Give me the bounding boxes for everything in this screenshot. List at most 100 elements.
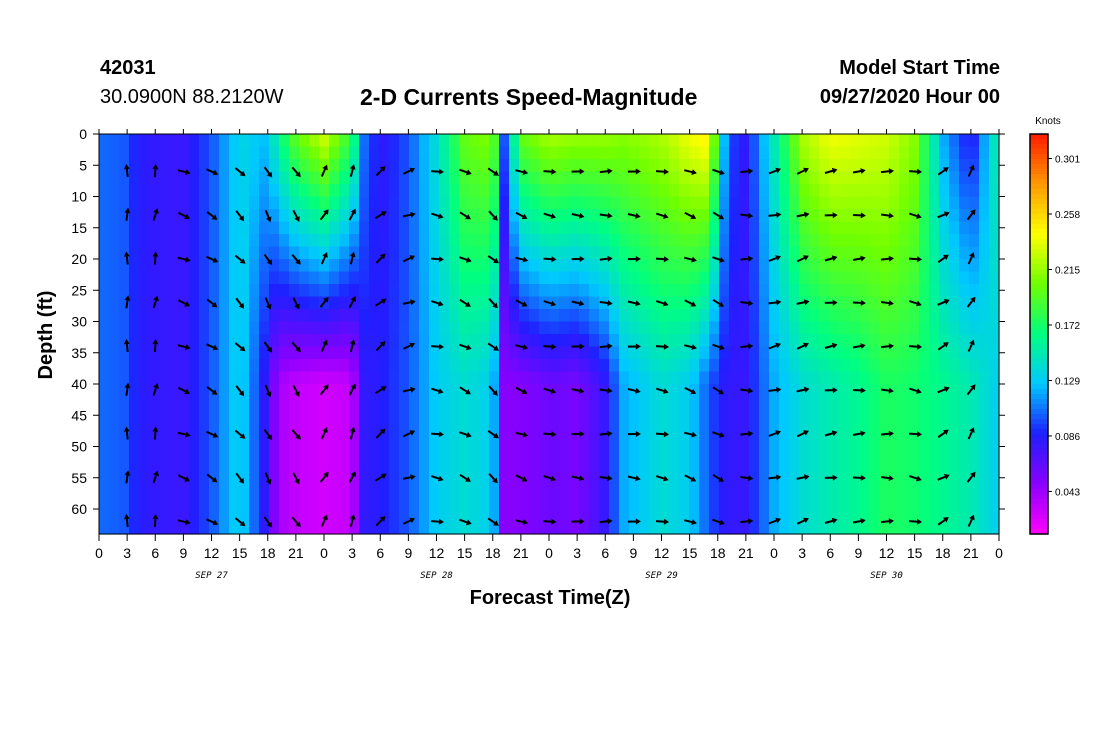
heatmap-cell: [859, 159, 870, 173]
heatmap-cell: [689, 471, 700, 485]
heatmap-cell: [419, 284, 430, 298]
heatmap-cell: [959, 271, 970, 285]
heatmap-cell: [889, 371, 900, 385]
heatmap-cell: [109, 259, 120, 273]
heatmap-cell: [709, 146, 720, 160]
model-start-label: Model Start Time: [839, 57, 1000, 79]
colorbar-cell: [1030, 474, 1048, 480]
heatmap-cell: [579, 521, 590, 535]
heatmap-cell: [519, 134, 530, 148]
heatmap-cell: [229, 409, 240, 423]
heatmap-cell: [369, 246, 380, 260]
heatmap-cell: [459, 246, 470, 260]
heatmap-cell: [589, 246, 600, 260]
heatmap-cell: [549, 496, 560, 510]
heatmap-cell: [99, 246, 110, 260]
heatmap-cell: [519, 396, 530, 410]
heatmap-cell: [839, 521, 850, 535]
heatmap-cell: [389, 459, 400, 473]
heatmap-cell: [909, 334, 920, 348]
heatmap-cell: [749, 234, 760, 248]
heatmap-cell: [939, 271, 950, 285]
current-arrow: [543, 387, 557, 394]
heatmap-cell: [309, 409, 320, 423]
heatmap-cell: [229, 434, 240, 448]
heatmap-cell: [329, 184, 340, 198]
heatmap-cell: [399, 409, 410, 423]
heatmap-cell: [519, 459, 530, 473]
current-arrow: [796, 386, 810, 393]
heatmap-cell: [929, 521, 940, 535]
heatmap-cell: [729, 471, 740, 485]
arrow-head: [380, 386, 387, 392]
heatmap-cell: [929, 434, 940, 448]
heatmap-cell: [109, 446, 120, 460]
heatmap-cell: [119, 246, 130, 260]
heatmap-cell: [909, 509, 920, 523]
colorbar-cell: [1030, 184, 1048, 190]
arrow-head: [718, 214, 724, 220]
heatmap-cell: [769, 484, 780, 498]
current-arrow: [796, 167, 809, 175]
arrow-head: [775, 255, 781, 261]
heatmap-cell: [989, 284, 1000, 298]
heatmap-cell: [679, 296, 690, 310]
current-arrow: [796, 430, 809, 438]
heatmap-cell: [659, 184, 670, 198]
current-arrow: [627, 212, 641, 219]
arrow-head: [323, 296, 329, 303]
heatmap-cell: [219, 484, 230, 498]
heatmap-cell: [379, 196, 390, 210]
heatmap-cell: [799, 409, 810, 423]
heatmap-cell: [869, 309, 880, 323]
heatmap-cell: [439, 309, 450, 323]
heatmap-cell: [419, 359, 430, 373]
heatmap-cell: [859, 509, 870, 523]
heatmap-cell: [839, 284, 850, 298]
heatmap-cell: [479, 409, 490, 423]
heatmap-cell: [299, 421, 310, 435]
heatmap-cell: [499, 184, 510, 198]
heatmap-cell: [929, 259, 940, 273]
heatmap-cell: [809, 209, 820, 223]
heatmap-cell: [449, 421, 460, 435]
heatmap-cell: [519, 309, 530, 323]
heatmap-cell: [829, 321, 840, 335]
heatmap-cell: [959, 371, 970, 385]
heatmap-cell: [499, 146, 510, 160]
heatmap-cell: [689, 184, 700, 198]
heatmap-cell: [319, 509, 330, 523]
heatmap-cell: [729, 396, 740, 410]
heatmap-layer: [99, 134, 1000, 535]
heatmap-cell: [889, 409, 900, 423]
arrow-head: [551, 168, 557, 175]
heatmap-cell: [969, 196, 980, 210]
heatmap-cell: [469, 471, 480, 485]
heatmap-cell: [929, 321, 940, 335]
heatmap-cell: [749, 496, 760, 510]
heatmap-cell: [779, 296, 790, 310]
heatmap-cell: [289, 196, 300, 210]
heatmap-cell: [519, 234, 530, 248]
heatmap-cell: [149, 221, 160, 235]
heatmap-cell: [869, 496, 880, 510]
heatmap-cell: [239, 421, 250, 435]
heatmap-cell: [529, 259, 540, 273]
heatmap-cell: [289, 409, 300, 423]
heatmap-cell: [249, 509, 260, 523]
heatmap-cell: [529, 334, 540, 348]
heatmap-cell: [539, 359, 550, 373]
heatmap-cell: [349, 184, 360, 198]
heatmap-cell: [309, 446, 320, 460]
heatmap-cell: [509, 509, 520, 523]
heatmap-cell: [349, 496, 360, 510]
heatmap-cell: [329, 384, 340, 398]
heatmap-cell: [359, 446, 370, 460]
current-arrow: [124, 207, 131, 221]
heatmap-cell: [689, 221, 700, 235]
heatmap-cell: [139, 434, 150, 448]
heatmap-cell: [219, 521, 230, 535]
heatmap-cell: [809, 496, 820, 510]
arrow-head: [265, 303, 272, 310]
heatmap-cell: [759, 446, 770, 460]
